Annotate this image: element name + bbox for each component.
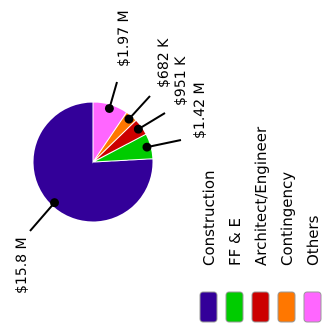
leader-line-contingency — [128, 95, 151, 120]
leader-line-construction — [29, 202, 56, 232]
slice-label-others: $1.97 M — [116, 10, 132, 67]
leader-line-ffe — [146, 139, 182, 149]
slice-label-architect: $951 K — [173, 56, 189, 106]
legend-swatch-others — [303, 291, 322, 323]
slice-label-construction: $15.8 M — [14, 237, 30, 294]
legend-label-others: Others — [304, 215, 322, 266]
legend-label-construction: Construction — [200, 170, 218, 266]
legend-label-architect: Architect/Engineer — [252, 126, 270, 266]
leader-dot-others — [104, 103, 114, 113]
leader-dot-architect — [133, 124, 143, 134]
legend-label-contingency: Contingency — [278, 172, 296, 266]
legend-swatch-contingency — [277, 291, 296, 323]
leader-dot-ffe — [142, 142, 152, 152]
legend-swatch-ffe — [225, 291, 244, 323]
leader-line-architect — [137, 112, 166, 130]
slice-value-labels: $15.8 M $1.42 M $951 K $682 K $1.97 M — [14, 10, 208, 294]
leader-lines — [29, 81, 182, 232]
leader-dot-construction — [50, 198, 60, 208]
slice-label-ffe: $1.42 M — [192, 82, 208, 139]
legend-label-ffe: FF & E — [226, 218, 244, 266]
leader-line-others — [108, 81, 118, 109]
slice-label-contingency: $682 K — [156, 38, 172, 88]
leader-dot-contingency — [124, 114, 134, 124]
legend-swatch-construction — [199, 291, 218, 323]
legend-swatch-architect — [251, 291, 270, 323]
pie-slices — [32, 101, 154, 223]
legend: Construction FF & E Architect/Engineer C… — [199, 126, 322, 323]
